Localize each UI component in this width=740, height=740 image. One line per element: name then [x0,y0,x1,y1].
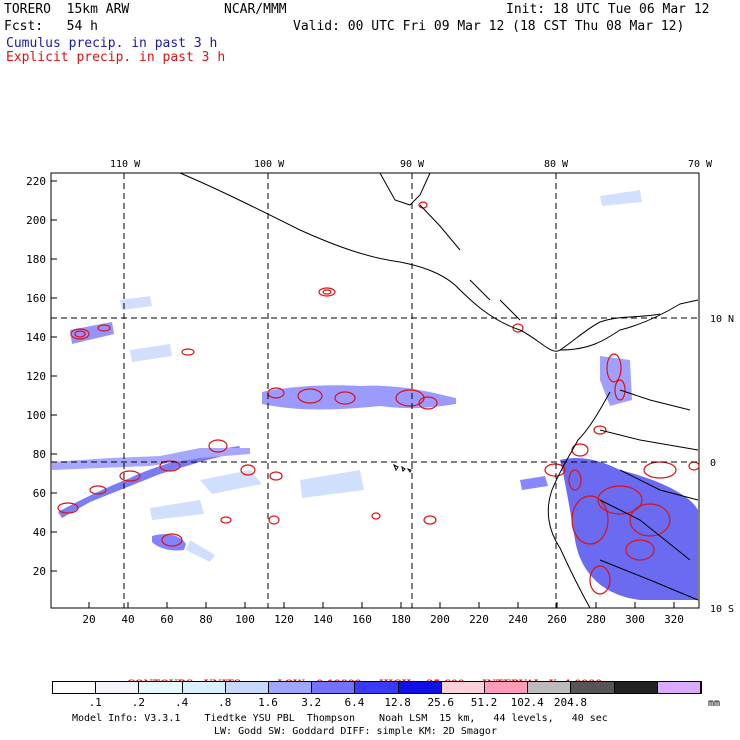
colorbar-segment [398,682,442,693]
yucatan [379,172,431,206]
south-america-coast [547,299,699,609]
physics-info: LW: Godd SW: Goddard DIFF: simple KM: 2D… [214,726,497,737]
cumulus-precip-areas [52,322,698,600]
y-tick-label: 220 [26,175,46,188]
forecast-hour: Fcst: 54 h [4,19,98,34]
legend-cumulus: Cumulus precip. in past 3 h [6,36,218,51]
x-tick-label: 60 [160,613,173,626]
coastlines [179,172,699,609]
y-tick-label: 40 [33,526,46,539]
south-america-borders [599,389,699,601]
colorbar-label: 6.4 [344,696,365,709]
colorbar-label: 12.8 [384,696,411,709]
central-america-borders [419,204,521,321]
x-tick-label: 160 [352,613,372,626]
colorbar-segment [269,682,313,693]
x-tick-label: 140 [313,613,333,626]
precip-band-itcz [52,448,250,470]
lon-label-100w: 100 W [254,159,285,170]
colorbar-label: 3.2 [301,696,322,709]
x-tick-label: 80 [199,613,212,626]
x-tick-label: 300 [625,613,645,626]
colorbar-label: 102.4 [510,696,544,709]
colorbar-segment [225,682,269,693]
colorbar-label: 1.6 [258,696,278,709]
colorbar-segment [485,682,529,693]
colorbar-label: 51.2 [470,696,498,709]
precip-patch-sw [152,534,186,551]
colorbar-segment [182,682,226,693]
organization-label: NCAR/MMM [224,2,287,17]
x-tick-label: 280 [586,613,606,626]
colorbar [52,681,702,694]
precip-light-east [520,476,548,490]
x-tick-label: 180 [391,613,411,626]
x-tick-label: 40 [121,613,134,626]
galapagos [393,463,412,473]
lon-label-80w: 80 W [544,159,569,170]
init-time: Init: 18 UTC Tue 06 Mar 12 [506,2,710,17]
colorbar-label: 25.6 [427,696,455,709]
y-tick-label: 60 [33,487,46,500]
explicit-precip-contours [57,201,700,595]
x-tick-label: 20 [82,613,95,626]
x-tick-label: 220 [469,613,489,626]
lat-label-10n: 10 N [710,314,734,325]
colorbar-segment [657,682,701,693]
lat-label-10s: 10 S [710,604,734,615]
colorbar-segment [53,682,97,693]
colorbar-segment [139,682,183,693]
y-tick-label: 80 [33,448,46,461]
x-tick-label: 240 [508,613,528,626]
valid-time: Valid: 00 UTC Fri 09 Mar 12 (18 CST Thu … [293,19,685,34]
x-tick-label: 200 [430,613,450,626]
colorbar-label: .4 [174,696,189,709]
y-tick-label: 200 [26,214,46,227]
colorbar-segment [312,682,356,693]
colorbar-label: 204.8 [553,696,587,709]
lon-label-70w: 70 W [688,159,713,170]
mexico-coast [179,172,661,352]
colorbar-segment [528,682,572,693]
colorbar-segment [614,682,658,693]
y-tick-label: 20 [33,565,46,578]
lon-label-110w: 110 W [110,159,141,170]
lat-lon-grid [51,173,699,608]
precip-andes [560,458,698,600]
light-precip-areas [120,190,642,562]
x-tick-label: 320 [664,613,684,626]
colorbar-segment [441,682,485,693]
colorbar-segment [571,682,615,693]
lat-label-0: 0 [710,458,716,469]
lon-label-90w: 90 W [400,159,425,170]
legend-explicit: Explicit precip. in past 3 h [6,50,226,65]
axis-ticks [51,180,675,608]
colorbar-units: mm [708,698,721,709]
y-tick-label: 160 [26,292,46,305]
map-frame [50,172,700,609]
model-info: Model Info: V3.3.1 Tiedtke YSU PBL Thomp… [72,713,608,724]
y-tick-label: 120 [26,370,46,383]
colorbar-segment [355,682,399,693]
y-tick-label: 100 [26,409,46,422]
x-tick-label: 120 [274,613,294,626]
colorbar-label: .1 [88,696,102,709]
x-tick-label: 260 [547,613,567,626]
colorbar-segment [96,682,140,693]
x-tick-label: 100 [235,613,255,626]
model-title: TORERO 15km ARW [4,2,130,17]
y-tick-label: 140 [26,331,46,344]
colorbar-label: .2 [131,696,146,709]
colorbar-label: .8 [218,696,232,709]
y-tick-label: 180 [26,253,46,266]
